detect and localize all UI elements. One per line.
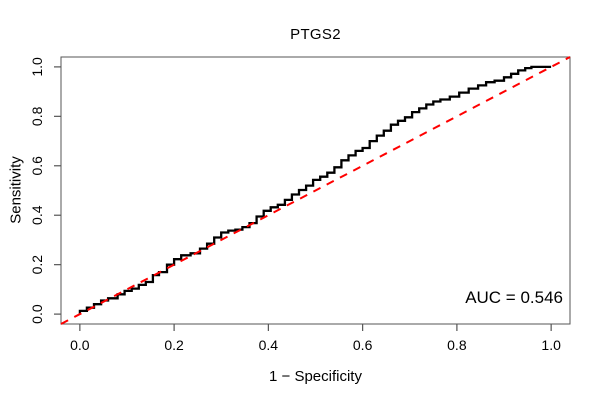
- y-tick-label: 1.0: [29, 57, 45, 77]
- y-tick-label: 0.4: [29, 205, 45, 225]
- auc-annotation: AUC = 0.546: [465, 288, 563, 307]
- reference-diagonal-line: [60, 56, 571, 325]
- y-tick-label: 0.0: [29, 304, 45, 324]
- x-tick-label: 0.0: [70, 337, 90, 353]
- x-tick-label: 0.4: [259, 337, 279, 353]
- x-tick-label: 0.8: [447, 337, 467, 353]
- chart-title: PTGS2: [290, 26, 341, 43]
- y-tick-label: 0.6: [29, 156, 45, 176]
- x-tick-label: 0.6: [353, 337, 373, 353]
- x-tick-label: 0.2: [164, 337, 184, 353]
- plot-box: [60, 56, 571, 325]
- y-tick-label: 0.2: [29, 255, 45, 275]
- y-axis-label: Sensitivity: [7, 156, 25, 224]
- x-tick-label: 1.0: [541, 337, 561, 353]
- roc-step-curve: [78, 65, 552, 315]
- y-tick-label: 0.8: [29, 106, 45, 126]
- x-axis-label: 1 − Specificity: [269, 368, 362, 385]
